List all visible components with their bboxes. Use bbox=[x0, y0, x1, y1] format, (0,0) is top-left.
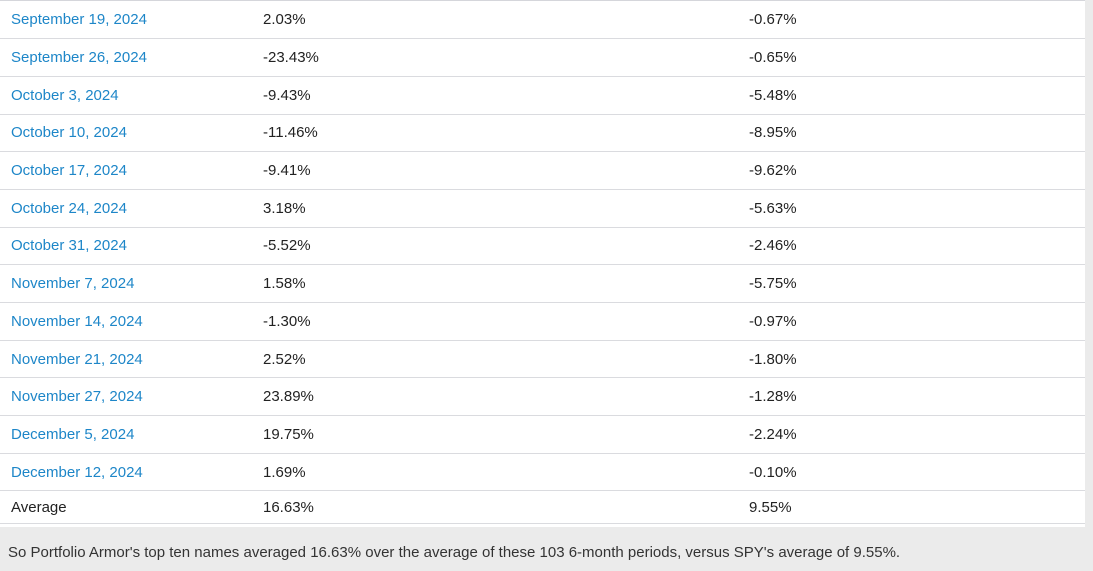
table-row: October 10, 2024 -11.46% -8.95% bbox=[0, 114, 1085, 153]
top-ten-return: -11.46% bbox=[263, 124, 318, 142]
date-link[interactable]: October 31, 2024 bbox=[11, 237, 127, 255]
top-ten-return: -23.43% bbox=[263, 49, 319, 67]
top-ten-return: 1.58% bbox=[263, 275, 306, 293]
top-ten-return: 3.18% bbox=[263, 199, 306, 217]
date-link[interactable]: October 3, 2024 bbox=[11, 86, 119, 104]
spy-return: -8.95% bbox=[749, 124, 797, 142]
table-row: September 26, 2024 -23.43% -0.65% bbox=[0, 38, 1085, 77]
date-link[interactable]: November 27, 2024 bbox=[11, 388, 143, 406]
spy-return: -0.10% bbox=[749, 463, 797, 481]
average-row: Average 16.63% 9.55% bbox=[0, 490, 1085, 525]
spy-return: -1.28% bbox=[749, 388, 797, 406]
top-ten-return: -1.30% bbox=[263, 312, 311, 330]
spy-return: -5.75% bbox=[749, 275, 797, 293]
returns-table-container: September 19, 2024 2.03% -0.67% Septembe… bbox=[0, 0, 1085, 528]
returns-table: September 19, 2024 2.03% -0.67% Septembe… bbox=[0, 1, 1085, 525]
table-row: September 19, 2024 2.03% -0.67% bbox=[0, 1, 1085, 40]
table-row: October 17, 2024 -9.41% -9.62% bbox=[0, 151, 1085, 190]
spy-return: -5.48% bbox=[749, 86, 797, 104]
date-link[interactable]: December 12, 2024 bbox=[11, 463, 143, 481]
top-ten-return: -9.41% bbox=[263, 162, 311, 180]
spy-return: -2.24% bbox=[749, 425, 797, 443]
top-ten-return: 19.75% bbox=[263, 425, 314, 443]
spy-return: -5.63% bbox=[749, 199, 797, 217]
table-row: October 24, 2024 3.18% -5.63% bbox=[0, 189, 1085, 228]
date-link[interactable]: December 5, 2024 bbox=[11, 425, 135, 443]
spy-return: -2.46% bbox=[749, 237, 797, 255]
top-ten-return: -5.52% bbox=[263, 237, 311, 255]
date-link[interactable]: October 24, 2024 bbox=[11, 199, 127, 217]
table-row: November 7, 2024 1.58% -5.75% bbox=[0, 264, 1085, 303]
date-link[interactable]: November 7, 2024 bbox=[11, 275, 135, 293]
date-link[interactable]: November 14, 2024 bbox=[11, 312, 143, 330]
table-row: November 27, 2024 23.89% -1.28% bbox=[0, 377, 1085, 417]
date-link[interactable]: September 19, 2024 bbox=[11, 11, 147, 29]
spy-return: -0.97% bbox=[749, 312, 797, 330]
table-row: December 12, 2024 1.69% -0.10% bbox=[0, 453, 1085, 492]
spy-return: -9.62% bbox=[749, 162, 797, 180]
average-top-ten-return: 16.63% bbox=[263, 498, 314, 516]
date-link[interactable]: October 17, 2024 bbox=[11, 162, 127, 180]
spy-return: -1.80% bbox=[749, 350, 797, 368]
table-row: November 21, 2024 2.52% -1.80% bbox=[0, 340, 1085, 379]
top-ten-return: 23.89% bbox=[263, 388, 314, 406]
table-row: October 31, 2024 -5.52% -2.46% bbox=[0, 227, 1085, 266]
spy-return: -0.67% bbox=[749, 11, 797, 29]
table-row: November 14, 2024 -1.30% -0.97% bbox=[0, 302, 1085, 341]
table-row: December 5, 2024 19.75% -2.24% bbox=[0, 415, 1085, 454]
average-spy-return: 9.55% bbox=[749, 498, 792, 516]
average-label: Average bbox=[11, 498, 67, 516]
summary-text: So Portfolio Armor's top ten names avera… bbox=[8, 544, 901, 562]
spy-return: -0.65% bbox=[749, 49, 797, 67]
top-ten-return: 1.69% bbox=[263, 463, 306, 481]
top-ten-return: 2.52% bbox=[263, 350, 306, 368]
top-ten-return: 2.03% bbox=[263, 11, 306, 29]
date-link[interactable]: November 21, 2024 bbox=[11, 350, 143, 368]
date-link[interactable]: October 10, 2024 bbox=[11, 124, 127, 142]
date-link[interactable]: September 26, 2024 bbox=[11, 49, 147, 67]
table-row: October 3, 2024 -9.43% -5.48% bbox=[0, 76, 1085, 115]
top-ten-return: -9.43% bbox=[263, 86, 311, 104]
